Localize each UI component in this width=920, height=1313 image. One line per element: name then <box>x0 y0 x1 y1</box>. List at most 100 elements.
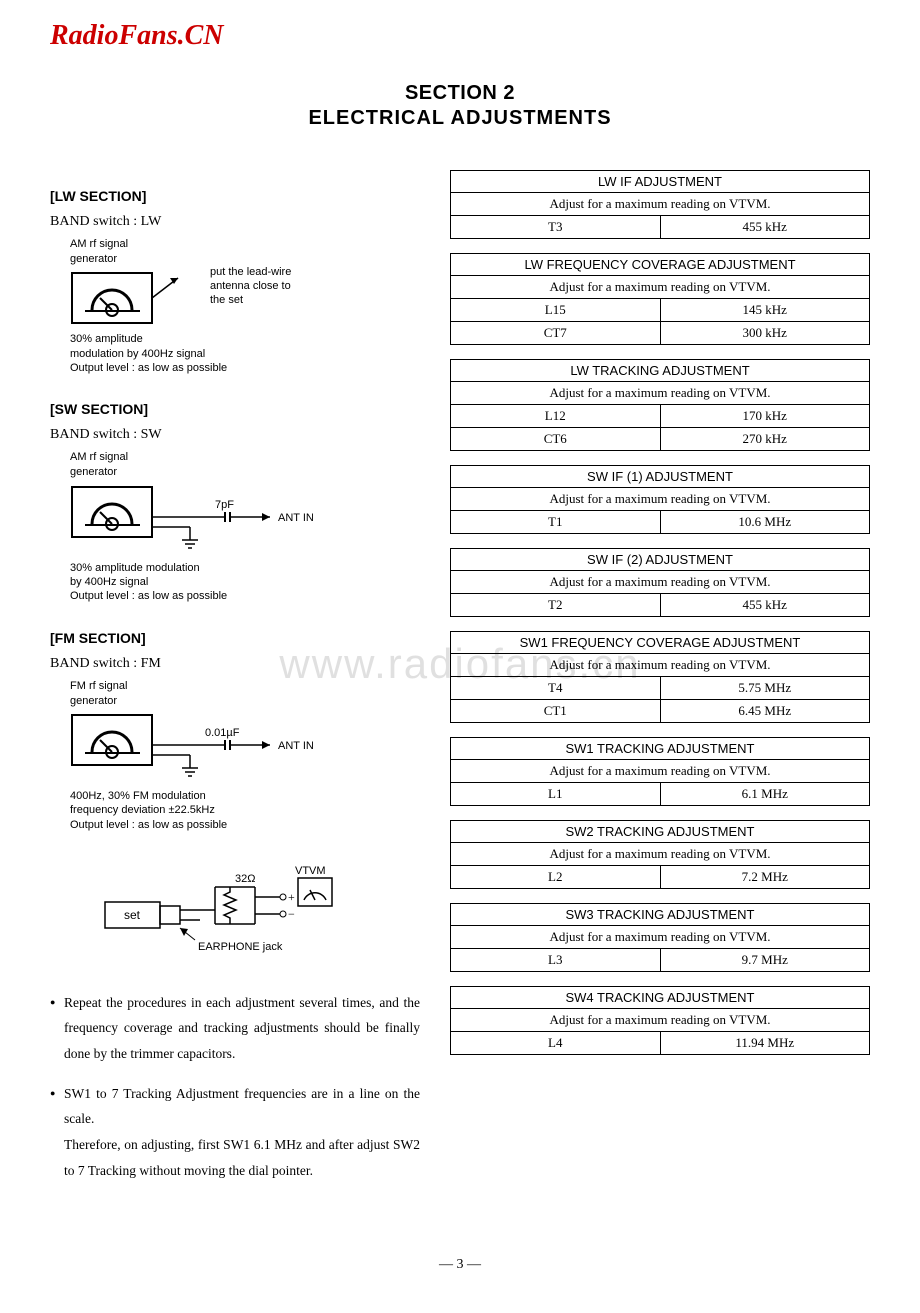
fm-gen-label-1: FM rf signal <box>70 680 420 693</box>
frequency-cell: 9.7 MHz <box>660 949 870 972</box>
fm-note-1: 400Hz, 30% FM modulation <box>70 789 420 803</box>
sw-section-header: [SW SECTION] <box>50 401 420 417</box>
earphone-jack-label: EARPHONE jack <box>198 941 283 953</box>
frequency-cell: 270 kHz <box>660 428 870 451</box>
table-row: L15145 kHz <box>451 299 870 322</box>
vtvm-schematic-icon: VTVM 32Ω set + <box>100 862 360 962</box>
table-row: L27.2 MHz <box>451 866 870 889</box>
sw-ant-label: ANT IN <box>278 512 314 524</box>
page-subtitle: ELECTRICAL ADJUSTMENTS <box>50 107 870 130</box>
table-instruction: Adjust for a maximum reading on VTVM. <box>451 382 870 405</box>
table-row: T45.75 MHz <box>451 677 870 700</box>
table-title: SW3 TRACKING ADJUSTMENT <box>451 904 870 926</box>
table-instruction: Adjust for a maximum reading on VTVM. <box>451 488 870 511</box>
adjustment-table: LW FREQUENCY COVERAGE ADJUSTMENTAdjust f… <box>450 253 870 345</box>
frequency-cell: 6.1 MHz <box>660 783 870 806</box>
table-title: LW FREQUENCY COVERAGE ADJUSTMENT <box>451 254 870 276</box>
table-title: SW IF (1) ADJUSTMENT <box>451 466 870 488</box>
fm-note-2: frequency deviation ±22.5kHz <box>70 803 420 817</box>
component-cell: T2 <box>451 594 661 617</box>
fm-band-switch: BAND switch : FM <box>50 656 420 672</box>
component-cell: L4 <box>451 1032 661 1055</box>
fm-gen-label-2: generator <box>70 695 420 708</box>
table-instruction: Adjust for a maximum reading on VTVM. <box>451 760 870 783</box>
component-cell: T4 <box>451 677 661 700</box>
table-title: SW IF (2) ADJUSTMENT <box>451 549 870 571</box>
fm-generator-icon: 0.01µF ANT IN <box>70 710 370 785</box>
page-number: — 3 — <box>50 1257 870 1273</box>
sw-note-1: 30% amplitude modulation <box>70 561 420 575</box>
table-row: T3455 kHz <box>451 216 870 239</box>
fm-ant-label: ANT IN <box>278 740 314 752</box>
table-title: SW1 FREQUENCY COVERAGE ADJUSTMENT <box>451 632 870 654</box>
lw-band-switch: BAND switch : LW <box>50 214 420 230</box>
fm-note-3: Output level : as low as possible <box>70 818 420 832</box>
table-instruction: Adjust for a maximum reading on VTVM. <box>451 1009 870 1032</box>
ohm-label: 32Ω <box>235 873 255 885</box>
left-column: [LW SECTION] BAND switch : LW AM rf sign… <box>50 170 420 1197</box>
sw-note-3: Output level : as low as possible <box>70 589 420 603</box>
vtvm-diagram: VTVM 32Ω set + <box>100 862 420 962</box>
lw-note-3: Output level : as low as possible <box>70 361 420 375</box>
frequency-cell: 7.2 MHz <box>660 866 870 889</box>
lw-section-header: [LW SECTION] <box>50 188 420 204</box>
sw-gen-label-2: generator <box>70 466 420 479</box>
table-title: SW2 TRACKING ADJUSTMENT <box>451 821 870 843</box>
table-row: CT6270 kHz <box>451 428 870 451</box>
svg-text:−: − <box>288 907 295 921</box>
component-cell: L1 <box>451 783 661 806</box>
sw-band-switch: BAND switch : SW <box>50 427 420 443</box>
table-row: L411.94 MHz <box>451 1032 870 1055</box>
table-title: SW4 TRACKING ADJUSTMENT <box>451 987 870 1009</box>
adjustment-table: SW3 TRACKING ADJUSTMENTAdjust for a maxi… <box>450 903 870 972</box>
fm-section-header: [FM SECTION] <box>50 630 420 646</box>
fm-diagram: 0.01µF ANT IN <box>70 710 420 785</box>
lw-gen-label-2: generator <box>70 253 420 266</box>
sw-diagram: 7pF ANT IN <box>70 482 420 557</box>
frequency-cell: 455 kHz <box>660 594 870 617</box>
component-cell: T3 <box>451 216 661 239</box>
page-title: SECTION 2 <box>50 82 870 105</box>
adjustment-table: LW TRACKING ADJUSTMENTAdjust for a maxim… <box>450 359 870 451</box>
table-row: CT16.45 MHz <box>451 700 870 723</box>
svg-text:+: + <box>288 890 295 904</box>
table-instruction: Adjust for a maximum reading on VTVM. <box>451 276 870 299</box>
table-instruction: Adjust for a maximum reading on VTVM. <box>451 571 870 594</box>
table-title: SW1 TRACKING ADJUSTMENT <box>451 738 870 760</box>
lw-note-1: 30% amplitude <box>70 332 420 346</box>
component-cell: T1 <box>451 511 661 534</box>
table-row: CT7300 kHz <box>451 322 870 345</box>
table-instruction: Adjust for a maximum reading on VTVM. <box>451 926 870 949</box>
component-cell: CT6 <box>451 428 661 451</box>
vtvm-label: VTVM <box>295 865 326 877</box>
table-row: L39.7 MHz <box>451 949 870 972</box>
table-row: L16.1 MHz <box>451 783 870 806</box>
adjustment-table: SW2 TRACKING ADJUSTMENTAdjust for a maxi… <box>450 820 870 889</box>
fm-cap-label: 0.01µF <box>205 727 240 739</box>
table-title: LW TRACKING ADJUSTMENT <box>451 360 870 382</box>
notes-list: Repeat the procedures in each adjustment… <box>50 990 420 1183</box>
adjustment-table: SW IF (2) ADJUSTMENTAdjust for a maximum… <box>450 548 870 617</box>
table-title: LW IF ADJUSTMENT <box>451 171 870 193</box>
table-row: T110.6 MHz <box>451 511 870 534</box>
table-instruction: Adjust for a maximum reading on VTVM. <box>451 843 870 866</box>
frequency-cell: 300 kHz <box>660 322 870 345</box>
component-cell: L3 <box>451 949 661 972</box>
frequency-cell: 145 kHz <box>660 299 870 322</box>
note-bullet-2: SW1 to 7 Tracking Adjustment frequencies… <box>50 1081 420 1184</box>
lw-side-note: put the lead-wire antenna close to the s… <box>210 266 330 307</box>
component-cell: L12 <box>451 405 661 428</box>
set-label: set <box>124 908 141 922</box>
sw-note-2: by 400Hz signal <box>70 575 420 589</box>
frequency-cell: 11.94 MHz <box>660 1032 870 1055</box>
frequency-cell: 10.6 MHz <box>660 511 870 534</box>
adjustment-table: SW4 TRACKING ADJUSTMENTAdjust for a maxi… <box>450 986 870 1055</box>
note-bullet-1: Repeat the procedures in each adjustment… <box>50 990 420 1067</box>
lw-generator-icon <box>70 268 180 328</box>
adjustment-table: SW1 TRACKING ADJUSTMENTAdjust for a maxi… <box>450 737 870 806</box>
component-cell: CT7 <box>451 322 661 345</box>
right-column: LW IF ADJUSTMENTAdjust for a maximum rea… <box>450 170 870 1069</box>
site-logo: RadioFans.CN <box>50 20 870 52</box>
table-instruction: Adjust for a maximum reading on VTVM. <box>451 193 870 216</box>
frequency-cell: 170 kHz <box>660 405 870 428</box>
